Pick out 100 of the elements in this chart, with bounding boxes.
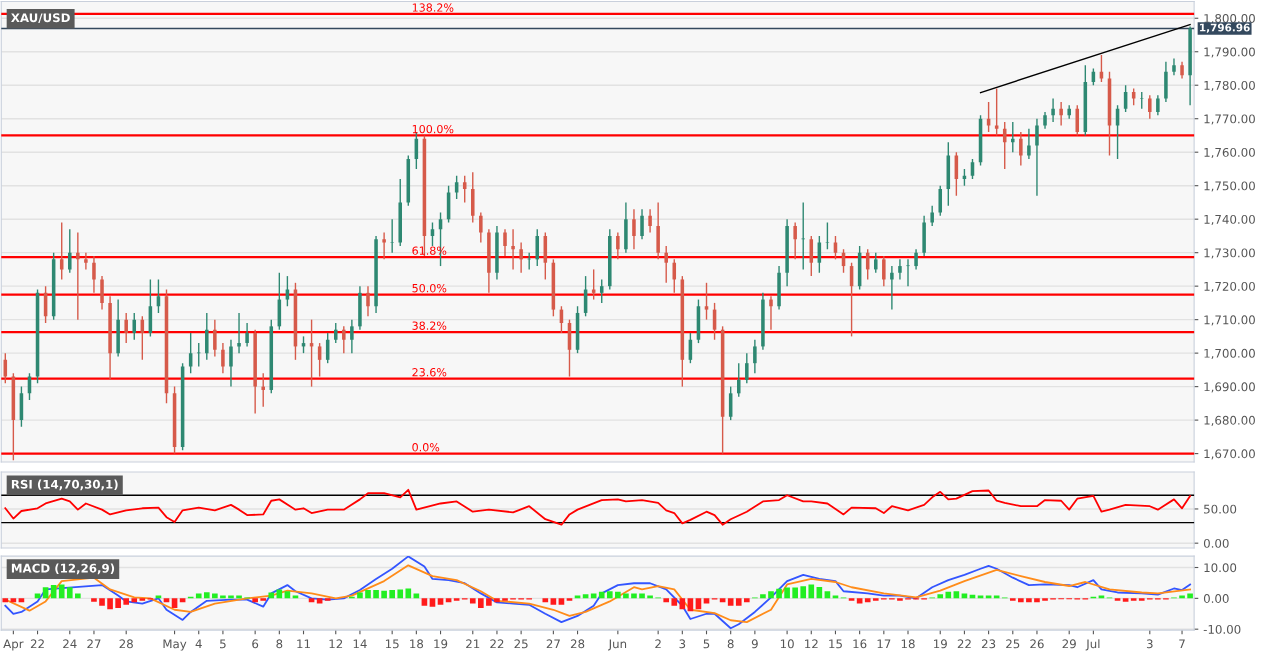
- candlestick: [1051, 97, 1055, 123]
- x-tick-label: 15: [385, 639, 399, 649]
- y-tick-label: 0.00: [1203, 538, 1229, 548]
- x-tick-label: 11: [297, 639, 310, 649]
- bar: [695, 598, 702, 610]
- y-tick-label: 1,760.00: [1204, 147, 1255, 159]
- bar: [469, 598, 476, 604]
- bar: [606, 591, 613, 599]
- candlestick: [769, 295, 773, 331]
- y-tick-label: 1,790.00: [1204, 47, 1255, 58]
- text: 1,796.96: [1200, 23, 1250, 33]
- candlestick: [599, 278, 604, 304]
- bar: [115, 598, 121, 608]
- candlestick: [890, 265, 894, 311]
- bar: [566, 598, 573, 601]
- x-tick-label: 16: [853, 639, 867, 649]
- bar: [1187, 593, 1193, 599]
- text: XAU/USD: [11, 13, 70, 24]
- annotation: 23.6%: [412, 368, 447, 377]
- bar: [494, 598, 500, 603]
- bar: [58, 584, 65, 599]
- candlestick: [793, 221, 797, 261]
- x-tick-label: 8: [276, 639, 283, 649]
- bar: [381, 590, 387, 599]
- x-tick-label: 24: [63, 639, 77, 649]
- candlestick: [616, 231, 620, 261]
- bar: [1026, 598, 1032, 603]
- bar: [623, 593, 629, 599]
- x-tick-label: 28: [570, 639, 585, 649]
- candlestick: [873, 251, 878, 274]
- y-tick-label: 50.00: [1204, 504, 1237, 514]
- x-tick-label: Jun: [608, 639, 627, 651]
- y-tick-label: 1,690.00: [1204, 382, 1255, 393]
- annotation: 50.0%: [412, 283, 447, 293]
- candlestick: [229, 339, 233, 388]
- bar: [671, 598, 678, 606]
- candlestick: [221, 342, 225, 374]
- bar: [212, 593, 218, 599]
- x-tick-label: Apr: [3, 639, 24, 651]
- candlestick: [382, 231, 386, 261]
- bar: [743, 598, 750, 603]
- candlestick: [124, 312, 128, 344]
- bar: [808, 584, 815, 599]
- bar: [365, 590, 371, 599]
- x-tick-label: 9: [751, 639, 758, 649]
- bar: [502, 598, 508, 601]
- candlestick: [333, 322, 338, 344]
- bar: [421, 598, 428, 606]
- bar: [937, 594, 944, 599]
- bar: [663, 598, 670, 603]
- x-tick-label: 19: [434, 639, 448, 649]
- bar: [945, 591, 952, 599]
- candlestick: [704, 282, 709, 321]
- candlestick: [736, 362, 741, 398]
- x-tick-label: 5: [220, 639, 226, 649]
- bar: [195, 593, 202, 599]
- bar: [727, 598, 734, 606]
- bar: [478, 598, 484, 608]
- candlestick: [906, 258, 910, 287]
- bar: [856, 598, 863, 604]
- x-tick-label: 3: [679, 639, 686, 649]
- x-tick-label: 10: [780, 639, 794, 649]
- bar: [784, 587, 790, 599]
- bar: [598, 591, 605, 599]
- bar: [1018, 598, 1024, 603]
- candlestick: [648, 208, 652, 234]
- candlestick: [938, 184, 943, 217]
- x-tick-label: 4: [195, 639, 202, 649]
- candlestick: [898, 258, 902, 281]
- x-tick-label: 19: [934, 639, 947, 649]
- text: RSI (14,70,30,1): [11, 479, 118, 491]
- bar: [864, 598, 871, 603]
- bar: [1034, 598, 1040, 603]
- x-tick-label: 28: [119, 639, 133, 649]
- bar: [91, 598, 97, 602]
- text: MACD (12,26,9): [11, 563, 115, 575]
- bar: [760, 594, 766, 599]
- x-tick-label: Jul: [1085, 639, 1100, 651]
- candlestick: [672, 258, 677, 294]
- candlestick: [640, 208, 644, 240]
- y-tick-label: 0.00: [1203, 594, 1229, 603]
- bar: [389, 590, 395, 599]
- bar: [2, 598, 9, 603]
- bar: [631, 593, 637, 599]
- candlestick: [92, 255, 96, 294]
- x-tick-label: 18: [901, 639, 915, 649]
- bar: [872, 598, 879, 601]
- bar: [735, 598, 742, 606]
- x-tick-label: 8: [727, 639, 734, 649]
- annotation: 100.0%: [412, 124, 454, 134]
- x-tick-label: 7: [1179, 639, 1185, 649]
- annotation: 138.2%: [412, 3, 454, 12]
- candlestick: [68, 228, 72, 274]
- x-tick-label: 6: [252, 639, 259, 649]
- bar: [316, 598, 323, 604]
- annotation: 38.2%: [412, 321, 447, 330]
- bar: [1130, 598, 1137, 601]
- bar: [123, 598, 130, 605]
- candlestick: [519, 241, 523, 274]
- bar: [397, 589, 404, 599]
